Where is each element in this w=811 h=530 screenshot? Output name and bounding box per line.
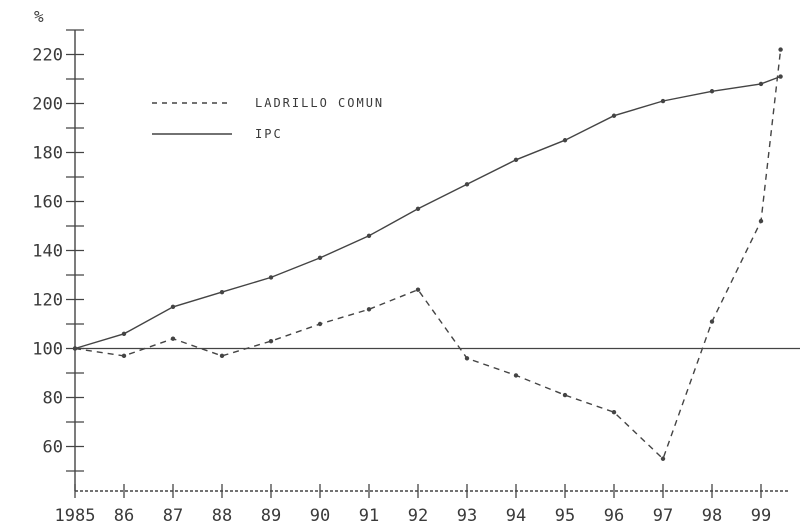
x-tick-label: 88 xyxy=(212,506,232,526)
data-point-ipc xyxy=(121,331,127,336)
data-point-ladrillo-comun xyxy=(219,353,225,359)
x-tick-label: 98 xyxy=(702,506,722,526)
series-line-ladrillo-comun xyxy=(74,49,782,461)
x-tick-label: 91 xyxy=(359,506,379,526)
data-point-ipc xyxy=(611,113,617,118)
data-point-ladrillo-comun xyxy=(317,321,323,327)
data-point-ladrillo-comun xyxy=(513,373,519,378)
axes xyxy=(74,30,790,492)
x-tick-label: 95 xyxy=(555,506,575,526)
legend: LADRILLO COMUN IPC xyxy=(152,96,384,141)
x-axis-ticks: 1985 86 87 88 89 90 91 92 93 94 95 96 97 98 99 xyxy=(55,484,771,526)
data-point-ladrillo-comun xyxy=(415,287,421,292)
y-tick-label: 60 xyxy=(43,438,63,458)
y-axis-ticks: 60 80 100 120 140 160 180 200 220 xyxy=(32,29,84,472)
data-point-ipc xyxy=(170,304,176,310)
x-tick-label: 92 xyxy=(408,506,428,526)
data-point-ladrillo-comun xyxy=(660,456,666,461)
data-point-ladrillo-comun xyxy=(562,392,568,398)
x-tick-label: 93 xyxy=(457,506,477,526)
y-tick-label: 80 xyxy=(43,389,63,409)
data-point-ladrillo-comun xyxy=(268,338,274,344)
data-point-ladrillo-comun xyxy=(121,353,127,359)
data-point-ipc xyxy=(72,346,78,351)
data-point-ipc xyxy=(317,255,323,261)
x-tick-label: 99 xyxy=(751,506,771,526)
y-tick-label: 180 xyxy=(32,144,63,164)
x-tick-label: 89 xyxy=(261,506,281,526)
data-point-ipc xyxy=(778,74,783,79)
y-axis-unit-label: % xyxy=(34,7,44,26)
x-tick-label: 87 xyxy=(163,506,183,526)
y-tick-label: 220 xyxy=(32,46,63,66)
data-point-ipc xyxy=(219,289,225,295)
data-point-ipc xyxy=(709,89,715,94)
y-tick-label: 100 xyxy=(32,340,63,360)
y-tick-label: 140 xyxy=(32,242,63,262)
data-point-ladrillo-comun xyxy=(366,307,372,312)
data-point-ipc xyxy=(415,206,421,212)
x-tick-label: 94 xyxy=(506,506,526,526)
data-point-ladrillo-comun xyxy=(778,47,783,52)
x-tick-label: 86 xyxy=(114,506,134,526)
data-point-ladrillo-comun xyxy=(611,410,617,415)
legend-label-ladrillo: LADRILLO COMUN xyxy=(255,96,384,110)
data-point-ipc xyxy=(268,275,274,280)
data-point-ladrillo-comun xyxy=(170,336,176,341)
series-line-ipc xyxy=(74,75,781,350)
data-point-ipc xyxy=(366,233,372,238)
y-tick-label: 200 xyxy=(32,95,63,115)
x-tick-label: 97 xyxy=(653,506,673,526)
x-tick-label: 1985 xyxy=(55,506,96,526)
data-point-ipc xyxy=(464,182,470,187)
x-tick-label: 90 xyxy=(310,506,330,526)
data-point-ipc xyxy=(513,157,519,163)
x-tick-label: 96 xyxy=(604,506,624,526)
data-point-ipc xyxy=(562,138,568,143)
y-tick-label: 120 xyxy=(32,291,63,311)
data-point-ladrillo-comun xyxy=(709,319,715,324)
data-point-ipc xyxy=(660,98,666,104)
data-point-ladrillo-comun xyxy=(464,356,470,361)
data-point-ladrillo-comun xyxy=(758,218,764,224)
y-tick-label: 160 xyxy=(32,193,63,213)
series-group xyxy=(72,47,783,461)
data-point-ipc xyxy=(758,81,764,87)
legend-label-ipc: IPC xyxy=(255,127,283,141)
